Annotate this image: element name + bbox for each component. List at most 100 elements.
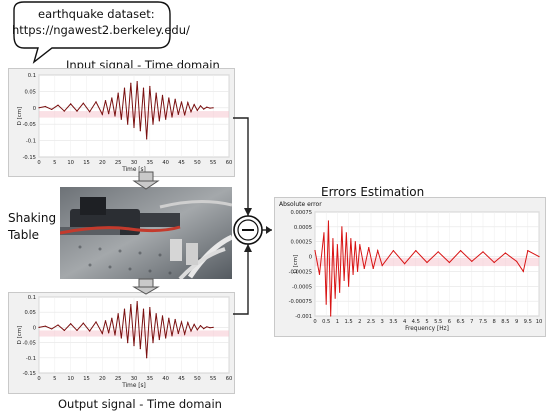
data-point xyxy=(152,123,154,125)
data-point xyxy=(70,103,72,105)
signal-band xyxy=(39,330,229,337)
data-point xyxy=(206,106,208,108)
y-tick-label: 0.00025 xyxy=(291,240,312,246)
data-point xyxy=(203,328,205,330)
data-point xyxy=(111,97,113,99)
data-point xyxy=(437,251,439,253)
data-point xyxy=(190,330,192,332)
x-tick-label: 45 xyxy=(178,376,185,382)
y-tick-label: 0.1 xyxy=(28,73,36,79)
x-tick-label: 5 xyxy=(53,160,56,166)
y-tick-label: -0.00025 xyxy=(289,269,312,275)
data-point xyxy=(63,110,65,112)
data-point xyxy=(196,109,198,112)
x-tick-label: 45 xyxy=(178,160,185,166)
data-point xyxy=(139,130,141,132)
x-tick-label: 40 xyxy=(162,160,169,166)
data-point xyxy=(136,80,138,83)
data-point xyxy=(334,297,336,299)
data-point xyxy=(149,307,151,309)
x-tick-label: 2.5 xyxy=(367,319,375,325)
x-tick-label: 35 xyxy=(147,160,154,166)
chart-title: Absolute error xyxy=(279,201,322,208)
data-point xyxy=(158,120,160,122)
data-point xyxy=(133,345,135,347)
minus-circle-icon xyxy=(233,215,263,245)
x-tick-label: 0.5 xyxy=(322,319,330,325)
data-point xyxy=(38,107,40,109)
arrowhead-icon xyxy=(266,226,272,234)
x-axis-label: Time [s] xyxy=(121,383,146,389)
arrowhead-icon xyxy=(244,208,252,216)
data-point xyxy=(318,273,321,275)
data-point xyxy=(108,332,110,334)
data-point xyxy=(190,111,192,113)
shaking-table-photo xyxy=(60,187,232,279)
data-point xyxy=(187,101,189,104)
data-point xyxy=(209,107,211,109)
input-signal-chart: 0.10.050-0.05-0.1-0.150 5 10 15 20 25 30 35 40 45… xyxy=(17,73,232,173)
x-tick-label: 20 xyxy=(99,160,106,166)
data-point xyxy=(199,324,202,327)
data-point xyxy=(76,110,78,112)
errors-chart-panel: 0.00075 0.0005 0.00025 0 -0.00025 -0.0005 -0.0… xyxy=(274,197,546,337)
y-tick-label: -0.00075 xyxy=(289,299,312,305)
data-point xyxy=(471,260,473,262)
x-tick-label: 40 xyxy=(162,376,169,382)
data-point xyxy=(108,113,110,115)
data-point xyxy=(95,321,97,323)
x-tick-label: 0 xyxy=(37,160,40,166)
arrowhead-icon xyxy=(244,244,252,252)
x-tick-label: 6 xyxy=(448,319,451,325)
data-point xyxy=(392,250,394,252)
data-point xyxy=(323,232,325,234)
data-point xyxy=(372,267,374,270)
x-tick-label: 10 xyxy=(67,160,74,166)
data-point xyxy=(415,250,417,252)
data-point xyxy=(142,87,145,89)
data-point xyxy=(123,87,126,89)
data-point xyxy=(363,267,365,270)
data-point xyxy=(57,324,59,326)
y-tick-label: -0.05 xyxy=(23,122,36,128)
y-tick-label: 0.00075 xyxy=(291,210,312,216)
series-line xyxy=(38,301,214,358)
x-tick-label: 9.5 xyxy=(524,319,532,325)
data-point xyxy=(171,335,173,337)
data-point xyxy=(111,317,113,319)
data-point xyxy=(117,313,119,315)
x-tick-label: 8 xyxy=(493,319,496,325)
x-tick-label: 20 xyxy=(99,376,106,382)
data-point xyxy=(350,238,352,240)
absolute-error-chart: 0.00075 0.0005 0.00025 0 -0.00025 -0.0005 -0.0… xyxy=(279,201,542,332)
x-tick-label: 7.5 xyxy=(479,319,487,325)
data-point xyxy=(168,97,170,99)
x-tick-label: 5 xyxy=(53,376,56,382)
data-point xyxy=(199,105,202,107)
data-point xyxy=(70,323,72,325)
y-tick-label: 0.05 xyxy=(24,310,36,316)
x-tick-label: 30 xyxy=(131,376,138,382)
x-tick-label: 15 xyxy=(83,160,90,166)
x-tick-label: 4 xyxy=(403,319,407,325)
signal-band xyxy=(39,111,229,118)
data-point xyxy=(538,255,540,258)
data-point xyxy=(332,238,334,240)
data-point xyxy=(336,244,338,246)
x-tick-label: 35 xyxy=(147,376,154,382)
data-point xyxy=(114,115,116,117)
data-point xyxy=(155,92,157,94)
data-point xyxy=(187,321,189,324)
data-point xyxy=(149,85,151,88)
x-axis-label: Frequency [Hz] xyxy=(405,326,449,332)
y-tick-label: 0.1 xyxy=(28,295,36,301)
y-axis-label: D [cm] xyxy=(293,255,299,274)
data-point xyxy=(174,98,176,100)
x-tick-label: 9 xyxy=(515,319,518,325)
x-axis-label: Time [s] xyxy=(121,167,146,173)
dataset-callout-bubble xyxy=(13,1,171,64)
data-point xyxy=(180,321,183,323)
y-tick-label: 0 xyxy=(33,106,36,112)
data-point xyxy=(352,273,354,275)
